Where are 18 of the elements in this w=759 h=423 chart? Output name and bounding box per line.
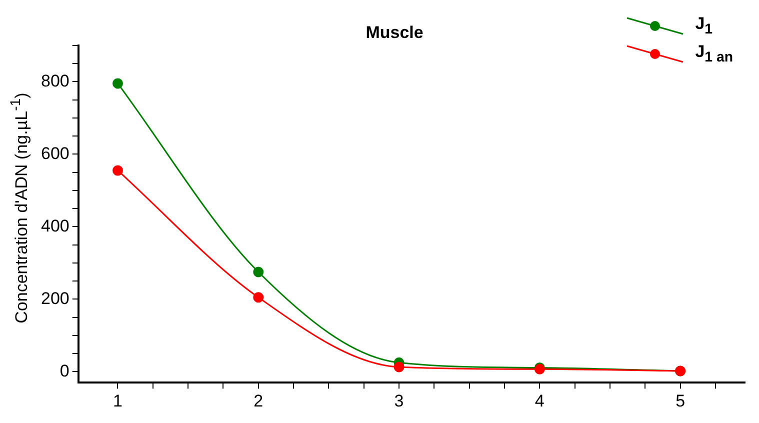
- x-tick-label: 5: [676, 391, 686, 410]
- legend-label: J$_{1 an}$: [695, 42, 733, 66]
- x-tick-label: 2: [254, 391, 264, 410]
- x-tick-label: 1: [113, 391, 122, 410]
- x-tick-label: 4: [534, 391, 544, 410]
- y-tick-label: 600: [40, 144, 70, 163]
- point: [112, 78, 123, 89]
- y-tick-label: 400: [40, 216, 70, 236]
- x-tick-label: 3: [394, 391, 404, 410]
- point: [394, 362, 404, 372]
- point: [253, 292, 264, 303]
- chart-title: Muscle: [366, 22, 424, 42]
- point: [112, 165, 123, 176]
- y-tick-label: 800: [40, 71, 70, 90]
- point: [253, 266, 264, 278]
- y-tick-label: 0: [60, 361, 70, 380]
- y-tick-label: 200: [40, 288, 70, 308]
- legend-label: J$_{1}$: [695, 14, 713, 38]
